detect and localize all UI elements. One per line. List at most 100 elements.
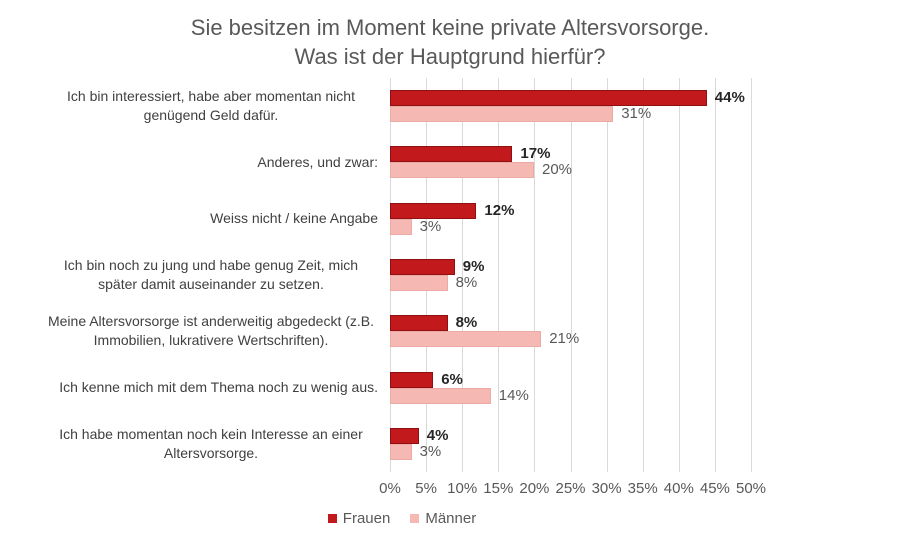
row-bars: 9% 8%: [390, 257, 750, 291]
plot-area: Ich bin interessiert, habe aber momentan…: [0, 78, 900, 472]
bar-maenner: [390, 331, 542, 348]
category-label: Ich kenne mich mit dem Thema noch zu wen…: [59, 379, 378, 396]
x-tick-label: 20%: [519, 480, 550, 497]
value-label-frauen: 4%: [426, 426, 449, 444]
legend-swatch-maenner: [410, 514, 420, 523]
bar-line-frauen: 6%: [390, 370, 750, 388]
value-label-maenner: 20%: [542, 161, 573, 179]
value-label-maenner: 3%: [419, 442, 442, 460]
bar-frauen: [390, 371, 434, 388]
x-tick-label: 50%: [735, 480, 767, 497]
category-label: Ich habe momentan noch kein Interesse an…: [59, 425, 363, 461]
gridline: [606, 78, 608, 472]
chart-row: Weiss nicht / keine Angabe 12% 3%: [0, 191, 900, 247]
gridline: [462, 78, 464, 472]
chart-row: Ich bin interessiert, habe aber momentan…: [0, 78, 900, 134]
gridline: [714, 78, 716, 472]
chart-row: Ich kenne mich mit dem Thema noch zu wen…: [0, 359, 900, 415]
bar-line-maenner: 8%: [390, 273, 750, 291]
chart-rows: Ich bin interessiert, habe aber momentan…: [0, 78, 900, 472]
bar-line-frauen: 17%: [390, 145, 750, 163]
category-label-wrap: Ich bin interessiert, habe aber momentan…: [0, 87, 378, 125]
legend-swatch-frauen: [327, 514, 337, 523]
bar-line-maenner: 14%: [390, 386, 750, 404]
bar-frauen: [390, 146, 513, 163]
chart-title-line2: Was ist der Hauptgrund hierfür?: [294, 44, 606, 69]
bar-maenner: [390, 443, 412, 460]
bar-maenner: [390, 274, 448, 291]
legend: Frauen Männer: [0, 510, 852, 527]
value-label-maenner: 8%: [455, 273, 478, 291]
chart-row: Ich bin noch zu jung und habe genug Zeit…: [0, 247, 900, 303]
row-bars: 44% 31%: [390, 89, 750, 123]
chart-title: Sie besitzen im Moment keine private Alt…: [0, 0, 900, 71]
category-label-wrap: Ich habe momentan noch kein Interesse an…: [0, 425, 378, 463]
bar-frauen: [390, 202, 477, 219]
row-bars: 12% 3%: [390, 201, 750, 235]
bar-line-maenner: 31%: [390, 105, 750, 123]
bar-line-frauen: 44%: [390, 89, 750, 107]
value-label-maenner: 31%: [621, 105, 652, 123]
value-label-frauen: 17%: [520, 145, 551, 163]
x-tick-label: 45%: [699, 480, 730, 497]
bar-line-frauen: 9%: [390, 257, 750, 275]
bar-line-frauen: 4%: [390, 426, 750, 444]
x-tick-label: 30%: [591, 480, 622, 497]
category-label-wrap: Ich bin noch zu jung und habe genug Zeit…: [0, 256, 378, 294]
bar-frauen: [390, 427, 419, 444]
bar-line-maenner: 3%: [390, 442, 750, 460]
category-label-wrap: Ich kenne mich mit dem Thema noch zu wen…: [0, 378, 378, 397]
bar-maenner: [390, 387, 491, 404]
row-bars: 17% 20%: [390, 145, 750, 179]
bar-line-frauen: 8%: [390, 314, 750, 332]
gridline: [570, 78, 572, 472]
legend-label-maenner: Männer: [425, 510, 477, 527]
gridline: [751, 78, 752, 472]
row-bars: 8% 21%: [390, 314, 750, 348]
category-label-wrap: Meine Altersvorsorge ist anderweitig abg…: [0, 312, 378, 350]
chart-row: Ich habe momentan noch kein Interesse an…: [0, 416, 900, 472]
category-label: Weiss nicht / keine Angabe: [210, 210, 378, 227]
bar-frauen: [390, 258, 455, 275]
x-tick-label: 15%: [483, 480, 514, 497]
x-tick-label: 25%: [555, 480, 586, 497]
value-label-maenner: 14%: [498, 386, 529, 404]
gridline: [642, 78, 644, 472]
value-label-frauen: 9%: [462, 257, 485, 275]
x-tick-label: 5%: [415, 480, 437, 497]
bar-line-maenner: 20%: [390, 161, 750, 179]
value-label-frauen: 12%: [484, 201, 515, 219]
category-label: Anderes, und zwar:: [257, 153, 378, 170]
legend-item-frauen: Frauen: [327, 510, 391, 527]
value-label-frauen: 8%: [455, 314, 478, 332]
x-tick-label: 40%: [663, 480, 694, 497]
value-label-maenner: 3%: [419, 217, 442, 235]
x-axis: 0% 5% 10% 15% 20% 25% 30% 35% 40% 45% 50%: [379, 480, 766, 498]
gridline: [678, 78, 680, 472]
category-label: Ich bin interessiert, habe aber momentan…: [67, 88, 355, 124]
chart-title-line1: Sie besitzen im Moment keine private Alt…: [190, 15, 710, 40]
bar-line-maenner: 21%: [390, 330, 750, 348]
row-bars: 6% 14%: [390, 370, 750, 404]
bar-maenner: [390, 218, 412, 235]
value-label-maenner: 21%: [549, 330, 580, 348]
gridline: [498, 78, 500, 472]
value-label-frauen: 6%: [441, 370, 463, 388]
row-bars: 4% 3%: [390, 426, 750, 460]
category-label-wrap: Anderes, und zwar:: [0, 153, 378, 172]
bar-frauen: [390, 90, 707, 107]
category-label-wrap: Weiss nicht / keine Angabe: [0, 209, 378, 228]
legend-item-maenner: Männer: [410, 510, 476, 527]
category-label: Meine Altersvorsorge ist anderweitig abg…: [47, 313, 375, 349]
x-tick-label: 10%: [447, 480, 478, 497]
category-label: Ich bin noch zu jung und habe genug Zeit…: [63, 256, 359, 292]
bar-maenner: [390, 162, 534, 179]
legend-label-frauen: Frauen: [342, 510, 391, 527]
value-label-frauen: 44%: [714, 89, 745, 107]
bar-line-maenner: 3%: [390, 217, 750, 235]
bar-maenner: [390, 106, 614, 123]
chart-row: Meine Altersvorsorge ist anderweitig abg…: [0, 303, 900, 359]
chart-row: Anderes, und zwar: 17% 20%: [0, 134, 900, 190]
x-tick-label: 35%: [627, 480, 658, 497]
